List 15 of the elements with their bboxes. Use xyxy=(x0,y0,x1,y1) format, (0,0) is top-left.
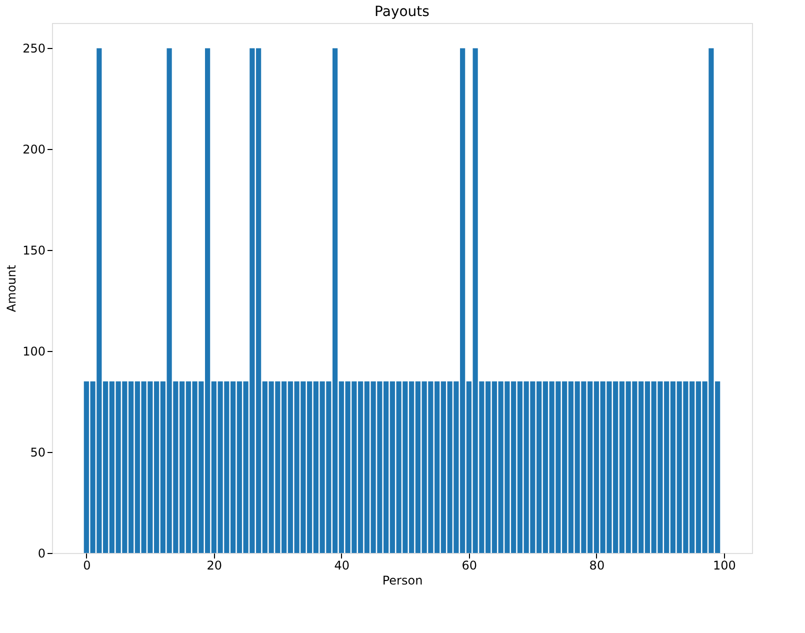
y-tick-label: 250 xyxy=(22,42,46,56)
x-tick-label: 80 xyxy=(589,558,605,572)
x-tick-label: 100 xyxy=(712,558,736,572)
y-tick-label: 100 xyxy=(22,344,46,359)
x-axis-title: Person xyxy=(382,574,423,588)
x-tick-label: 40 xyxy=(334,558,350,572)
y-tick-label: 0 xyxy=(38,546,46,560)
chart-title: Payouts xyxy=(374,4,430,20)
y-tick-label: 150 xyxy=(22,244,46,258)
x-tick-label: 20 xyxy=(206,558,222,572)
x-tick-label: 60 xyxy=(462,558,478,572)
x-tick-label: 0 xyxy=(83,558,91,572)
y-tick-label: 200 xyxy=(22,142,46,157)
y-axis-title: Amount xyxy=(4,264,19,312)
y-tick-label: 50 xyxy=(30,446,46,460)
